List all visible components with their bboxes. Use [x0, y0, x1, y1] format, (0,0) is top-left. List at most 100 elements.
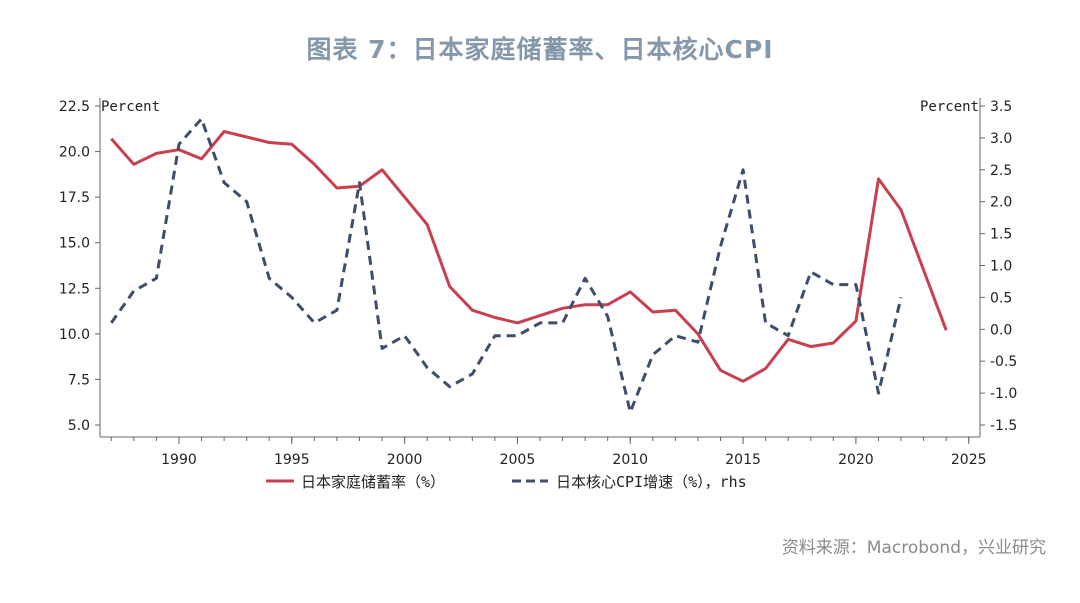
x-tick-label: 2010: [612, 452, 648, 468]
core-cpi-point: [154, 276, 158, 280]
savings-rate-point: [222, 130, 226, 134]
right-tick-label: 3.0: [990, 131, 1012, 147]
savings-rate-point: [854, 319, 858, 323]
savings-rate-point: [764, 367, 768, 371]
core-cpi-point: [899, 295, 903, 299]
legend-label-cpi: 日本核心CPI增速（%），rhs: [556, 473, 747, 491]
right-tick-label: 3.5: [990, 99, 1012, 115]
savings-rate-point: [109, 137, 113, 141]
source-note: 资料来源：Macrobond，兴业研究: [781, 538, 1046, 558]
core-cpi-point: [425, 366, 429, 370]
savings-rate-point: [606, 303, 610, 307]
right-tick-label: -1.0: [990, 386, 1017, 402]
right-tick-label: -1.5: [990, 418, 1017, 434]
savings-rate-point: [899, 208, 903, 212]
savings-rate-point: [132, 162, 136, 166]
savings-rate-point: [470, 308, 474, 312]
left-tick-label: 5.0: [68, 418, 90, 434]
right-tick-label: 0.0: [990, 322, 1012, 338]
left-axis-unit: Percent: [101, 99, 160, 115]
savings-rate-point: [741, 379, 745, 383]
core-cpi-point: [854, 283, 858, 287]
savings-rate-point: [561, 306, 565, 310]
right-axis-ticks: -1.5 -1.0 -0.5 0.0 0.5 1.0 1.5 2.0 2.5 3.0 3.5: [980, 99, 1017, 434]
left-tick-label: 22.5: [59, 99, 90, 115]
core-cpi-point: [109, 321, 113, 325]
core-cpi-point: [764, 321, 768, 325]
savings-rate-point: [448, 285, 452, 289]
savings-rate-point: [583, 303, 587, 307]
core-cpi-point: [877, 391, 881, 395]
right-tick-label: 1.0: [990, 259, 1012, 275]
core-cpi-point: [222, 181, 226, 185]
core-cpi-point: [786, 334, 790, 338]
savings-rate-point: [335, 186, 339, 190]
core-cpi-point: [403, 334, 407, 338]
savings-rate-point: [651, 310, 655, 314]
savings-rate-point: [312, 162, 316, 166]
left-tick-label: 10.0: [59, 327, 90, 343]
core-cpi-point: [719, 244, 723, 248]
savings-rate-line: [110, 130, 948, 383]
core-cpi-point: [809, 270, 813, 274]
savings-rate-point: [809, 345, 813, 349]
savings-rate-point: [786, 337, 790, 341]
right-tick-label: 2.0: [990, 195, 1012, 211]
core-cpi-point: [380, 346, 384, 350]
right-tick-label: -0.5: [990, 354, 1017, 370]
core-cpi-point: [448, 385, 452, 389]
core-cpi-point: [651, 353, 655, 357]
core-cpi-point: [358, 181, 362, 185]
core-cpi-point: [132, 289, 136, 293]
savings-rate-point: [267, 141, 271, 145]
savings-rate-point: [290, 142, 294, 146]
core-cpi-point: [583, 276, 587, 280]
right-tick-label: 0.5: [990, 290, 1012, 306]
savings-rate-point: [538, 314, 542, 318]
core-cpi-point: [312, 321, 316, 325]
savings-rate-point: [200, 157, 204, 161]
core-cpi-point: [335, 308, 339, 312]
savings-rate-point: [515, 321, 519, 325]
x-tick-label: 2000: [387, 452, 423, 468]
right-axis-unit: Percent: [920, 99, 979, 115]
savings-rate-point: [493, 316, 497, 320]
left-tick-label: 20.0: [59, 145, 90, 161]
legend: 日本家庭储蓄率（%） 日本核心CPI增速（%），rhs: [266, 473, 747, 491]
x-tick-label: 2005: [500, 452, 536, 468]
x-tick-label: 2020: [838, 452, 874, 468]
x-tick-label: 1995: [274, 452, 310, 468]
savings-rate-point: [922, 268, 926, 272]
x-tick-label: 2025: [951, 452, 987, 468]
savings-rate-point: [380, 168, 384, 172]
chart-title: 图表 7：日本家庭储蓄率、日本核心CPI: [306, 35, 774, 64]
core-cpi-point: [177, 142, 181, 146]
plot-frame: [99, 98, 981, 438]
x-tick-label: 2015: [725, 452, 761, 468]
savings-rate-point: [673, 308, 677, 312]
core-cpi-point: [200, 117, 204, 121]
core-cpi-point: [245, 200, 249, 204]
x-axis-ticks: 1990 1995 2000 2005 2010 2015 2020 2025: [110, 437, 987, 468]
savings-rate-point: [154, 151, 158, 155]
left-tick-label: 12.5: [59, 281, 90, 297]
core-cpi-point: [515, 334, 519, 338]
core-cpi-point: [561, 321, 565, 325]
left-axis-ticks: 5.0 7.5 10.0 12.5 15.0 17.5 20.0 22.5: [59, 99, 100, 434]
left-tick-label: 15.0: [59, 236, 90, 252]
core-cpi-point: [538, 321, 542, 325]
left-tick-label: 7.5: [68, 372, 90, 388]
core-cpi-point: [741, 168, 745, 172]
core-cpi-point: [673, 334, 677, 338]
savings-rate-point: [877, 177, 881, 181]
savings-rate-point: [245, 135, 249, 139]
core-cpi-line: [110, 117, 903, 414]
savings-rate-point: [628, 290, 632, 294]
core-cpi-point: [290, 295, 294, 299]
legend-label-savings: 日本家庭储蓄率（%）: [301, 473, 445, 491]
core-cpi-point: [628, 410, 632, 414]
core-cpi-point: [831, 283, 835, 287]
right-tick-label: 2.5: [990, 163, 1012, 179]
savings-rate-point: [831, 341, 835, 345]
